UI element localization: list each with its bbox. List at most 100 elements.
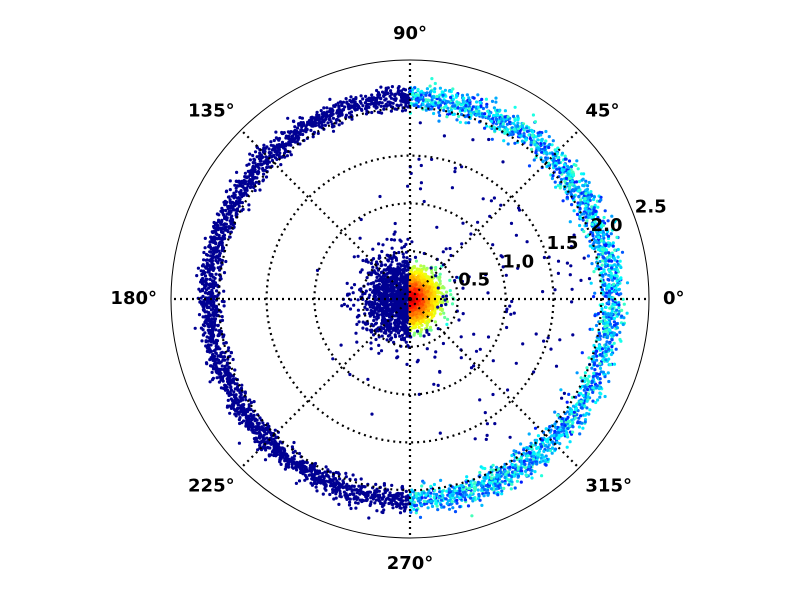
scatter-point-group-0	[290, 134, 294, 139]
scatter-point-group-1	[476, 93, 480, 97]
scatter-point-group-0	[249, 408, 253, 412]
scatter-point-group-0	[389, 96, 393, 100]
scatter-point-group-1	[590, 262, 594, 266]
scatter-point-group-1	[579, 406, 583, 410]
scatter-point-group-0	[216, 256, 220, 260]
scatter-point-group-0	[225, 363, 229, 367]
scatter-point-group-0	[267, 160, 271, 164]
scatter-point-group-0	[338, 477, 342, 481]
scatter-point-group-0	[193, 326, 197, 330]
scatter-point-group-0	[240, 201, 244, 205]
scatter-point-group-0	[322, 476, 326, 480]
scatter-point-group-0	[337, 106, 341, 110]
scatter-point-group-1	[498, 483, 502, 487]
scatter-point-group-1	[548, 142, 552, 147]
scatter-point-group-0	[337, 123, 341, 127]
scatter-point-group-0	[376, 91, 381, 95]
scatter-point-group-1	[554, 425, 558, 429]
scatter-point-group-0	[237, 400, 241, 404]
scatter-point-group-1	[508, 465, 512, 469]
scatter-point-group-1	[430, 77, 434, 81]
scatter-point-group-0	[224, 259, 228, 264]
scatter-point-group-2	[350, 286, 354, 290]
scatter-point-group-0	[356, 501, 360, 505]
scatter-point-group-0	[246, 184, 250, 188]
scatter-point-group-1	[424, 98, 428, 102]
scatter-point-group-0	[208, 243, 212, 247]
scatter-point-group-1	[617, 312, 621, 316]
scatter-point-group-1	[544, 150, 548, 154]
scatter-point-group-1	[447, 109, 451, 113]
scatter-point-group-0	[220, 375, 224, 379]
scatter-point-group-0	[209, 291, 213, 295]
scatter-point-group-0	[208, 273, 212, 277]
scatter-point-group-0	[299, 464, 303, 468]
scatter-point-group-1	[494, 100, 498, 104]
scatter-point-group-0	[214, 258, 218, 263]
scatter-point-group-0	[229, 217, 233, 221]
scatter-point-group-1	[455, 100, 459, 104]
scatter-point-group-0	[297, 451, 302, 456]
scatter-point-group-0	[319, 120, 323, 124]
scatter-point-group-1	[506, 470, 510, 474]
scatter-point-group-2	[355, 340, 359, 344]
scatter-point-group-0	[228, 411, 232, 415]
scatter-point-group-2	[405, 256, 409, 260]
scatter-point-group-1	[513, 118, 517, 123]
scatter-point-group-0	[203, 279, 207, 283]
scatter-point-group-1	[443, 88, 447, 92]
scatter-point-group-0	[360, 108, 364, 112]
scatter-point-group-1	[434, 502, 438, 506]
scatter-point-group-0	[303, 478, 307, 482]
scatter-point-group-0	[278, 460, 282, 464]
scatter-point-group-1	[585, 187, 590, 191]
scatter-point-group-0	[221, 379, 225, 383]
scatter-point-group-1	[433, 87, 437, 91]
scatter-point-group-0	[269, 140, 273, 144]
scatter-point-group-1	[408, 492, 412, 496]
scatter-point-group-1	[547, 145, 551, 150]
scatter-point-group-0	[390, 85, 394, 89]
scatter-point-group-1	[612, 362, 617, 366]
scatter-point-group-0	[263, 458, 268, 462]
scatter-point-group-0	[291, 457, 295, 461]
scatter-point-group-0	[201, 323, 205, 327]
scatter-point-group-1	[609, 352, 614, 357]
scatter-point-group-0	[347, 503, 352, 507]
scatter-point-group-1	[519, 459, 524, 463]
scatter-point-group-0	[231, 379, 235, 383]
scatter-point-group-0	[338, 100, 343, 104]
scatter-point-group-1	[615, 308, 619, 312]
scatter-point-group-1	[575, 371, 579, 375]
scatter-point-group-1	[593, 314, 597, 318]
scatter-point-group-1	[536, 434, 541, 438]
scatter-point-group-0	[197, 287, 201, 291]
scatter-point-group-1	[494, 96, 498, 100]
scatter-point-group-1	[453, 488, 457, 493]
scatter-point-group-1	[572, 410, 577, 414]
scatter-point-group-1	[618, 277, 622, 281]
scatter-point-group-1	[592, 270, 596, 274]
scatter-point-group-0	[232, 390, 236, 394]
scatter-point-group-1	[481, 106, 485, 111]
scatter-point-group-0	[261, 168, 265, 172]
scatter-point-group-1	[594, 400, 598, 405]
scatter-point-group-1	[503, 109, 507, 113]
scatter-point-group-1	[598, 381, 602, 385]
scatter-point-group-0	[201, 263, 205, 267]
scatter-point-group-1	[467, 107, 472, 111]
scatter-point-group-1	[589, 190, 593, 194]
scatter-point-group-0	[322, 114, 327, 118]
scatter-point-group-0	[353, 488, 357, 492]
scatter-point-group-0	[226, 388, 230, 393]
scatter-point-group-0	[369, 500, 373, 504]
scatter-point-group-1	[420, 484, 424, 488]
scatter-point-group-1	[557, 161, 561, 165]
scatter-point-group-0	[370, 93, 374, 97]
scatter-point-group-0	[264, 448, 268, 452]
scatter-point-group-1	[486, 116, 490, 120]
scatter-point-group-1	[568, 407, 572, 411]
scatter-point-group-0	[211, 262, 215, 266]
scatter-point-group-0	[209, 282, 214, 286]
scatter-point-group-0	[338, 492, 342, 496]
